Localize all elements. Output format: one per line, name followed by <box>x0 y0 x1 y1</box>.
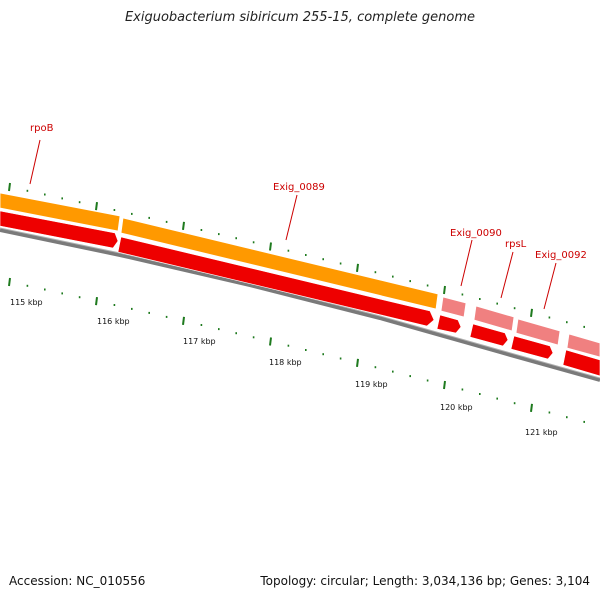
lower-tick-row <box>8 277 586 423</box>
cds-arrow[interactable] <box>0 210 119 249</box>
gene-label-rpsl[interactable]: rpsL <box>505 239 527 250</box>
gene-label-exig-0092[interactable]: Exig_0092 <box>535 250 587 261</box>
cds-track <box>0 210 600 377</box>
gene-block-next[interactable] <box>566 333 600 358</box>
leader-exig-0090 <box>460 239 473 287</box>
gene-label-leaders <box>29 139 557 310</box>
upper-tick <box>8 182 11 192</box>
lower-tick <box>530 403 533 413</box>
gene-labels: rpoB Exig_0089 Exig_0090 rpsL Exig_0092 <box>30 123 587 261</box>
leader-rpsl <box>500 251 514 299</box>
accession-label: Accession: NC_010556 <box>9 574 146 588</box>
lower-tick <box>269 337 272 346</box>
upper-tick-row <box>8 182 586 328</box>
lower-tick <box>8 277 11 287</box>
gene-label-rpob[interactable]: rpoB <box>30 123 54 134</box>
genome-backbone <box>0 228 600 382</box>
kbp-label: 120 kbp <box>440 403 473 412</box>
kbp-labels: 115 kbp 116 kbp 117 kbp 118 kbp 119 kbp … <box>10 298 558 437</box>
cds-arrow[interactable] <box>510 335 554 360</box>
kbp-label: 117 kbp <box>183 337 216 346</box>
cds-arrow[interactable] <box>117 236 435 327</box>
upper-tick <box>182 221 185 231</box>
lower-tick <box>356 358 359 368</box>
leader-rpob <box>29 139 41 185</box>
cds-arrow[interactable] <box>469 323 509 347</box>
lower-tick <box>443 380 446 390</box>
genome-backbone-highlight <box>0 227 600 379</box>
gene-label-exig-0090[interactable]: Exig_0090 <box>450 228 502 239</box>
gene-track <box>0 192 600 358</box>
lower-tick <box>95 296 98 306</box>
genome-title: Exiguobacterium sibiricum 255-15, comple… <box>124 10 476 25</box>
gene-block-exig-0089[interactable] <box>120 217 439 310</box>
gene-block-rpob[interactable] <box>0 192 121 232</box>
kbp-label: 115 kbp <box>10 298 43 307</box>
upper-tick <box>443 285 446 295</box>
gene-block-exig-0092[interactable] <box>515 318 561 346</box>
gene-block-exig-0090[interactable] <box>440 296 467 318</box>
leader-exig-0092 <box>543 262 557 310</box>
kbp-label: 121 kbp <box>525 428 558 437</box>
leader-exig-0089 <box>285 194 298 241</box>
gene-label-exig-0089[interactable]: Exig_0089 <box>273 182 325 193</box>
cds-arrow[interactable] <box>436 314 462 334</box>
cds-arrow[interactable] <box>562 349 600 377</box>
lower-tick <box>182 316 185 326</box>
kbp-label: 118 kbp <box>269 358 302 367</box>
upper-tick <box>269 242 272 251</box>
upper-tick <box>356 263 359 273</box>
kbp-label: 116 kbp <box>97 317 130 326</box>
upper-tick <box>530 308 533 318</box>
genome-summary: Topology: circular; Length: 3,034,136 bp… <box>260 574 590 588</box>
gene-block-rpsl[interactable] <box>473 305 515 332</box>
kbp-label: 119 kbp <box>355 380 388 389</box>
upper-tick <box>95 201 98 211</box>
